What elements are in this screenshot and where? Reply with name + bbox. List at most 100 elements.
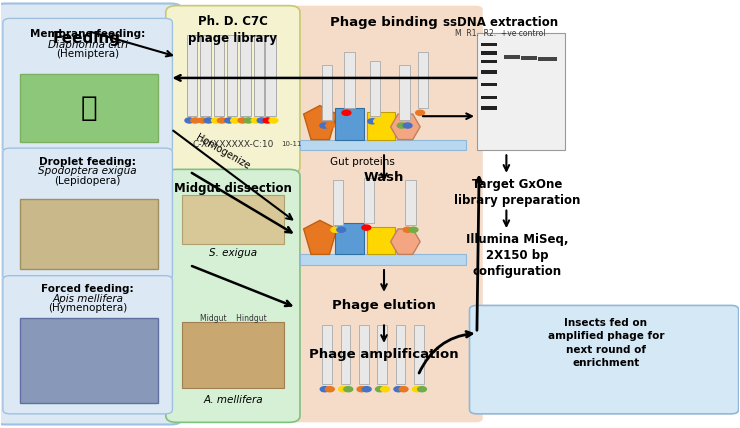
- Circle shape: [339, 386, 348, 392]
- Text: (Hemiptera): (Hemiptera): [56, 49, 119, 59]
- FancyBboxPatch shape: [0, 3, 182, 425]
- FancyBboxPatch shape: [3, 148, 172, 280]
- Circle shape: [403, 123, 412, 128]
- Circle shape: [363, 386, 371, 392]
- Circle shape: [344, 386, 353, 392]
- FancyBboxPatch shape: [187, 36, 198, 116]
- FancyBboxPatch shape: [334, 108, 364, 140]
- Bar: [480, 43, 497, 46]
- FancyBboxPatch shape: [20, 74, 158, 142]
- Circle shape: [231, 118, 240, 123]
- FancyBboxPatch shape: [333, 180, 343, 225]
- FancyBboxPatch shape: [344, 52, 354, 108]
- FancyBboxPatch shape: [396, 324, 406, 384]
- Bar: [480, 70, 497, 74]
- Text: Phage elution: Phage elution: [332, 299, 436, 312]
- Text: ssDNA extraction: ssDNA extraction: [443, 16, 558, 29]
- FancyBboxPatch shape: [477, 33, 565, 150]
- Polygon shape: [303, 106, 337, 140]
- Text: Midgut dissection: Midgut dissection: [174, 182, 292, 195]
- FancyBboxPatch shape: [182, 322, 283, 388]
- Circle shape: [269, 118, 278, 123]
- Circle shape: [375, 386, 384, 392]
- Circle shape: [399, 386, 408, 392]
- FancyBboxPatch shape: [469, 306, 739, 414]
- FancyBboxPatch shape: [364, 178, 374, 223]
- Circle shape: [412, 386, 421, 392]
- FancyBboxPatch shape: [285, 6, 482, 422]
- Circle shape: [191, 118, 200, 123]
- Text: C-XXXXXXXX-C:10: C-XXXXXXXX-C:10: [192, 140, 274, 149]
- Circle shape: [394, 386, 403, 392]
- FancyBboxPatch shape: [340, 324, 350, 384]
- Circle shape: [225, 118, 234, 123]
- FancyBboxPatch shape: [414, 324, 424, 384]
- Bar: [480, 59, 497, 63]
- Circle shape: [320, 123, 329, 128]
- Polygon shape: [303, 220, 337, 254]
- Circle shape: [258, 118, 266, 123]
- Circle shape: [342, 110, 351, 116]
- Text: Insects fed on
amplified phage for
next round of
enrichment: Insects fed on amplified phage for next …: [548, 318, 665, 368]
- Circle shape: [326, 123, 334, 128]
- Text: Feeding: Feeding: [52, 31, 120, 46]
- Polygon shape: [391, 229, 420, 254]
- Bar: [480, 51, 497, 54]
- Text: Phage binding: Phage binding: [330, 16, 438, 29]
- FancyBboxPatch shape: [370, 61, 380, 116]
- Bar: [480, 96, 497, 99]
- FancyBboxPatch shape: [201, 36, 211, 116]
- Text: A. mellifera: A. mellifera: [203, 395, 263, 405]
- Circle shape: [331, 227, 340, 232]
- FancyBboxPatch shape: [266, 36, 275, 116]
- Text: Illumina MiSeq,
2X150 bp
configuration: Illumina MiSeq, 2X150 bp configuration: [466, 233, 569, 278]
- Circle shape: [218, 118, 226, 123]
- Circle shape: [244, 118, 253, 123]
- Text: Spodoptera exigua: Spodoptera exigua: [38, 166, 137, 176]
- FancyBboxPatch shape: [300, 140, 466, 150]
- Circle shape: [403, 227, 412, 232]
- Bar: [504, 54, 520, 59]
- FancyBboxPatch shape: [3, 276, 172, 414]
- Text: Diaphorina citri: Diaphorina citri: [47, 40, 128, 50]
- Circle shape: [368, 119, 377, 124]
- Polygon shape: [391, 114, 420, 140]
- FancyBboxPatch shape: [166, 6, 300, 174]
- Text: Midgut    Hindgut: Midgut Hindgut: [200, 314, 266, 323]
- FancyBboxPatch shape: [20, 199, 158, 269]
- Bar: [521, 56, 537, 60]
- FancyBboxPatch shape: [166, 169, 300, 422]
- FancyBboxPatch shape: [377, 324, 387, 384]
- FancyBboxPatch shape: [227, 36, 238, 116]
- Text: (Lepidopera): (Lepidopera): [55, 176, 121, 186]
- Text: Droplet feeding:: Droplet feeding:: [39, 157, 136, 166]
- FancyBboxPatch shape: [322, 324, 332, 384]
- Text: Ph. D. C7C
phage library: Ph. D. C7C phage library: [189, 15, 278, 45]
- FancyBboxPatch shape: [334, 223, 364, 254]
- Circle shape: [374, 119, 383, 124]
- FancyBboxPatch shape: [418, 52, 428, 108]
- Circle shape: [252, 118, 260, 123]
- FancyBboxPatch shape: [400, 65, 410, 120]
- Bar: [480, 107, 497, 110]
- Circle shape: [326, 386, 334, 392]
- Text: 10-11: 10-11: [281, 141, 302, 147]
- Bar: [538, 56, 556, 61]
- Circle shape: [185, 118, 194, 123]
- Circle shape: [198, 118, 207, 123]
- Circle shape: [238, 118, 247, 123]
- FancyBboxPatch shape: [254, 36, 264, 116]
- FancyBboxPatch shape: [359, 324, 369, 384]
- Circle shape: [362, 225, 371, 230]
- Text: Gut proteins: Gut proteins: [330, 157, 395, 166]
- FancyBboxPatch shape: [182, 195, 283, 244]
- Circle shape: [337, 227, 346, 232]
- Text: (Hymenoptera): (Hymenoptera): [48, 303, 127, 313]
- Circle shape: [357, 386, 366, 392]
- Circle shape: [416, 110, 425, 116]
- FancyBboxPatch shape: [240, 36, 251, 116]
- FancyBboxPatch shape: [367, 227, 395, 254]
- Text: Membrane feeding:: Membrane feeding:: [30, 29, 145, 39]
- Text: M  R1.  R2.  +ve control: M R1. R2. +ve control: [455, 29, 545, 38]
- Circle shape: [204, 118, 213, 123]
